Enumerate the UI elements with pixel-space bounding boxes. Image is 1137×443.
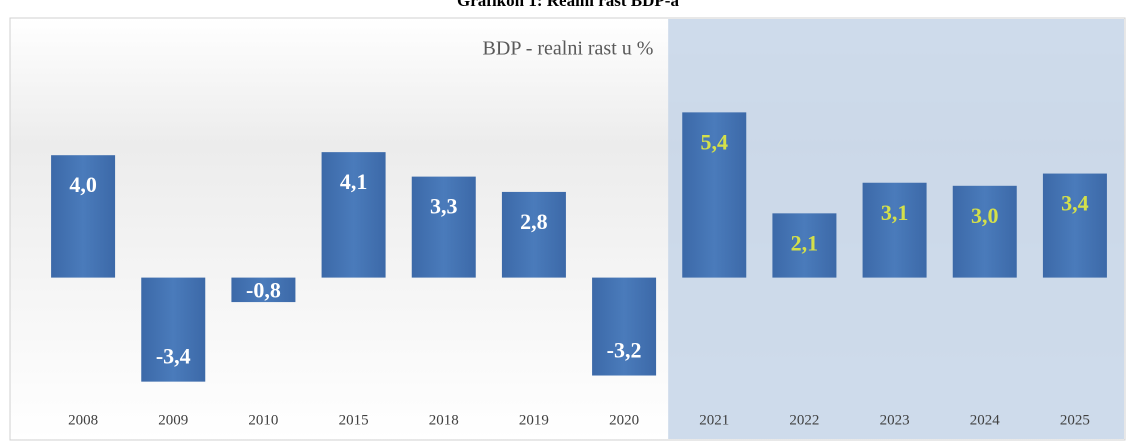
x-tick-label: 2008: [68, 412, 98, 428]
value-label: 3,3: [430, 194, 458, 219]
value-label: 3,4: [1061, 191, 1089, 216]
bar: [592, 277, 657, 376]
value-label: -3,2: [607, 338, 642, 363]
x-tick-label: 2018: [429, 412, 459, 428]
value-label: 4,0: [69, 172, 97, 197]
value-label: 3,0: [971, 203, 999, 228]
x-tick-label: 2010: [248, 412, 278, 428]
value-label: 5,4: [701, 129, 729, 154]
x-tick-label: 2024: [970, 412, 1001, 428]
bar: [1042, 173, 1107, 278]
heading: Grafikon 1: Realni rast BDP-a: [457, 0, 679, 10]
bar: [682, 112, 747, 278]
value-label: 2,8: [520, 209, 548, 234]
x-tick-label: 2022: [789, 412, 819, 428]
value-label: -0,8: [246, 278, 281, 303]
bar: [321, 152, 386, 278]
value-label: 4,1: [340, 169, 368, 194]
x-tick-label: 2009: [158, 412, 188, 428]
x-tick-label: 2019: [519, 412, 549, 428]
chart-title: BDP - realni rast u %: [483, 38, 654, 60]
bar: [51, 155, 116, 278]
bar: [501, 191, 566, 278]
x-tick-label: 2023: [880, 412, 910, 428]
value-label: -3,4: [156, 344, 191, 369]
bar: [862, 182, 927, 278]
x-tick-label: 2021: [699, 412, 729, 428]
x-tick-label: 2025: [1060, 412, 1090, 428]
bar: [772, 213, 837, 278]
value-label: 2,1: [791, 230, 819, 255]
x-tick-label: 2015: [339, 412, 369, 428]
bar: [141, 277, 206, 382]
x-tick-label: 2020: [609, 412, 639, 428]
bar: [411, 176, 476, 278]
bar: [231, 277, 296, 303]
bar: [952, 185, 1017, 278]
value-label: 3,1: [881, 200, 909, 225]
